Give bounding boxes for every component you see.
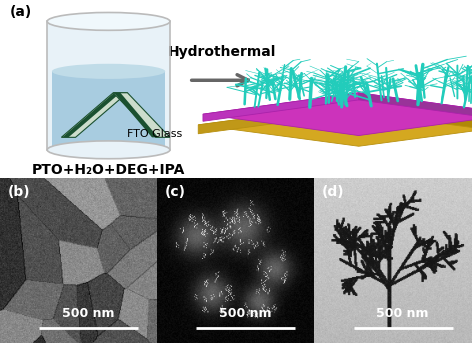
Bar <box>52 71 165 146</box>
Text: FTO Glass: FTO Glass <box>127 129 183 139</box>
Polygon shape <box>359 93 472 121</box>
Text: (b): (b) <box>8 185 31 199</box>
Polygon shape <box>61 93 127 137</box>
Ellipse shape <box>52 64 165 79</box>
Text: PTO+H₂O+DEG+IPA: PTO+H₂O+DEG+IPA <box>32 163 185 177</box>
Text: (d): (d) <box>322 185 345 199</box>
Polygon shape <box>203 93 359 121</box>
Polygon shape <box>198 104 472 146</box>
Text: Hydrothermal: Hydrothermal <box>168 45 276 59</box>
Text: 500 nm: 500 nm <box>376 307 429 320</box>
Polygon shape <box>198 104 359 134</box>
Ellipse shape <box>47 12 170 30</box>
Polygon shape <box>114 93 158 137</box>
Polygon shape <box>203 93 472 135</box>
Text: 500 nm: 500 nm <box>219 307 271 320</box>
Text: (c): (c) <box>165 185 186 199</box>
Bar <box>47 21 170 150</box>
Text: (a): (a) <box>9 5 32 19</box>
Ellipse shape <box>47 141 170 159</box>
Polygon shape <box>113 93 170 137</box>
Polygon shape <box>62 93 120 137</box>
Polygon shape <box>359 104 472 134</box>
Text: 500 nm: 500 nm <box>62 307 114 320</box>
